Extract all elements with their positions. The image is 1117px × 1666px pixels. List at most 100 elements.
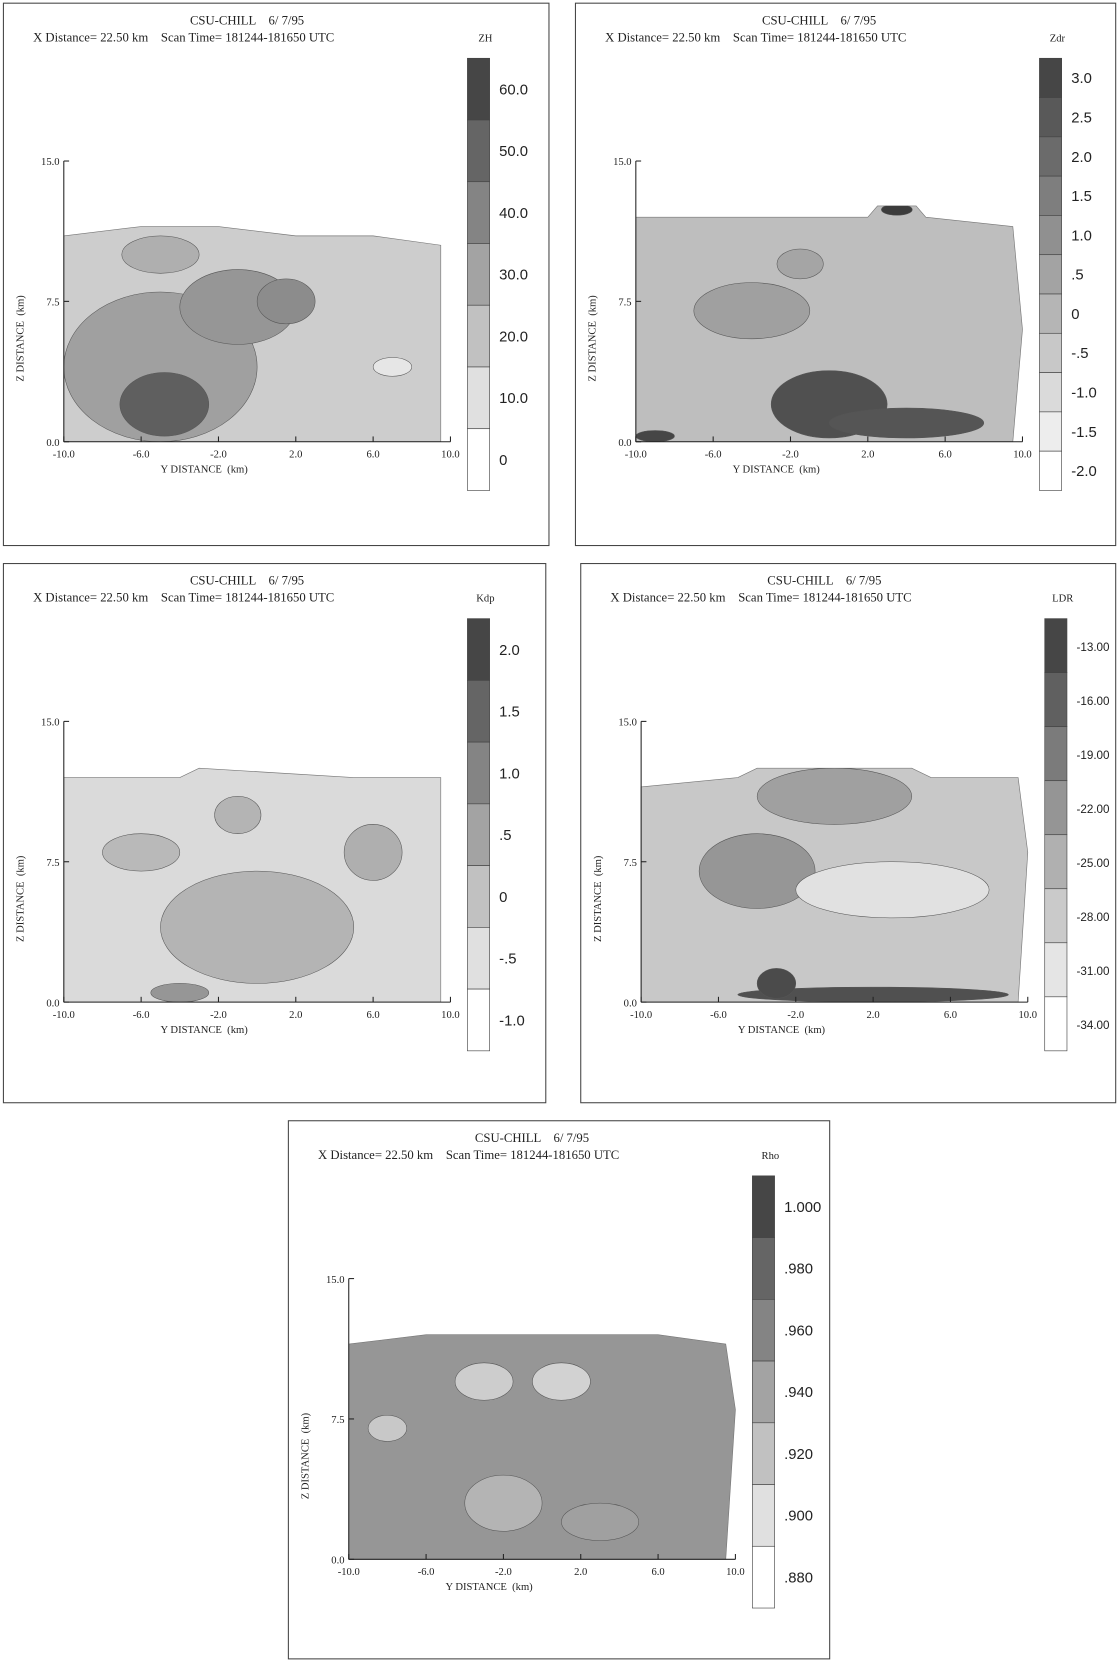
colorbar-segment	[467, 57, 490, 121]
colorbar-tick-label: -.5	[499, 952, 516, 968]
colorbar-tick-label: 0	[1071, 307, 1079, 323]
x-tick-label: -2.0	[787, 1010, 804, 1021]
colorbar-tick-label: 40.0	[499, 206, 528, 222]
colorbar-tick-label: -.5	[1071, 346, 1088, 362]
y-tick-label: 7.5	[46, 298, 59, 309]
echo-feature	[343, 824, 403, 881]
colorbar-tick-label: -1.0	[1071, 386, 1097, 402]
colorbar-tick-label: -13.00	[1077, 641, 1111, 654]
colorbar-tick-label: 30.0	[499, 268, 528, 284]
x-tick-label: 10.0	[441, 1010, 460, 1021]
colorbar-tick-label: 1.000	[784, 1200, 821, 1216]
x-axis-label: Y DISTANCE (km)	[738, 1025, 826, 1036]
x-tick-label: 6.0	[367, 1010, 380, 1021]
colorbar-tick-label: -34.00	[1077, 1019, 1111, 1032]
echo-feature	[454, 1362, 514, 1401]
echo-feature	[150, 983, 210, 1003]
echo-feature	[160, 870, 355, 984]
y-axis-label: Z DISTANCE (km)	[593, 855, 604, 942]
chart-title: CSU-CHILL 6/ 7/95	[762, 13, 876, 27]
panel: CSU-CHILL 6/ 7/95 X Distance= 22.50 km Sc…	[2, 2, 550, 547]
colorbar-segment	[467, 366, 490, 430]
echo-region	[348, 1334, 736, 1560]
colorbar-segment	[1039, 332, 1062, 373]
colorbar-segment	[467, 243, 490, 306]
x-tick-label: 10.0	[441, 450, 460, 461]
chart-subtitle: X Distance= 22.50 km Scan Time= 181244-1…	[605, 30, 906, 44]
colorbar-segment	[1044, 996, 1068, 1052]
y-tick-label: 15.0	[613, 157, 632, 168]
x-tick-label: -6.0	[133, 1010, 150, 1021]
x-tick-label: 6.0	[944, 1010, 957, 1021]
chart-title: CSU-CHILL 6/ 7/95	[767, 574, 881, 588]
y-tick-label: 7.5	[331, 1415, 344, 1426]
y-axis-label: Z DISTANCE (km)	[16, 855, 27, 942]
colorbar-tick-label: .5	[499, 828, 511, 844]
x-tick-label: -2.0	[495, 1567, 512, 1578]
colorbar-tick-label: -16.00	[1077, 695, 1111, 708]
colorbar-tick-label: .920	[784, 1447, 813, 1463]
y-tick-label: 0.0	[618, 438, 631, 449]
colorbar-tick-label: 2.0	[1071, 150, 1092, 166]
colorbar-label: Rho	[762, 1151, 780, 1162]
echo-feature	[693, 282, 811, 340]
colorbar-tick-label: .940	[784, 1385, 813, 1401]
y-tick-label: 0.0	[46, 998, 59, 1009]
colorbar-segment	[1039, 97, 1062, 138]
colorbar-tick-label: -28.00	[1077, 911, 1111, 924]
colorbar-tick-label: -1.5	[1071, 425, 1097, 441]
colorbar-tick-label: .5	[1071, 268, 1083, 284]
echo-features	[102, 795, 403, 1003]
echo-features	[63, 235, 413, 442]
echo-feature	[214, 795, 262, 834]
panel-frame	[287, 1120, 831, 1660]
chart-subtitle: X Distance= 22.50 km Scan Time= 181244-1…	[318, 1148, 619, 1162]
y-axis-label: Z DISTANCE (km)	[301, 1412, 312, 1499]
colorbar-segment	[752, 1299, 775, 1362]
colorbar-tick-label: 2.0	[499, 643, 520, 659]
echo-feature	[635, 430, 675, 442]
colorbar-segment	[1044, 672, 1068, 728]
x-tick-label: 6.0	[367, 450, 380, 461]
colorbar-segment	[467, 428, 490, 491]
colorbar-tick-label: 60.0	[499, 82, 528, 98]
x-tick-label: -10.0	[53, 450, 75, 461]
colorbar-segment	[1044, 834, 1068, 890]
colorbar-segment	[1039, 175, 1062, 216]
colorbar-tick-label: 0	[499, 453, 507, 469]
colorbar-tick-label: 50.0	[499, 144, 528, 160]
x-tick-label: -2.0	[210, 450, 227, 461]
x-tick-label: -10.0	[53, 1010, 75, 1021]
colorbar-tick-label: -2.0	[1071, 464, 1097, 480]
colorbar-tick-label: -19.00	[1077, 749, 1111, 762]
echo-feature	[256, 278, 316, 325]
colorbar-segment	[1039, 411, 1062, 452]
x-tick-label: 10.0	[1013, 450, 1032, 461]
panel-frame	[574, 2, 1117, 547]
echo-feature	[881, 205, 913, 216]
x-tick-label: 2.0	[861, 450, 874, 461]
x-tick-label: -6.0	[133, 450, 150, 461]
x-tick-label: 10.0	[726, 1567, 745, 1578]
y-axis-label: Z DISTANCE (km)	[588, 295, 599, 382]
colorbar-segment	[467, 865, 490, 928]
colorbar-segment	[752, 1484, 775, 1547]
y-tick-label: 7.5	[618, 298, 631, 309]
echo-feature	[367, 1414, 408, 1442]
echo-feature	[532, 1362, 591, 1401]
echo-features	[635, 205, 985, 442]
echo-feature	[372, 357, 413, 377]
echo-feature	[561, 1502, 640, 1541]
colorbar-segment	[1039, 215, 1062, 256]
colorbar-segment	[467, 741, 490, 805]
panel: CSU-CHILL 6/ 7/95 X Distance= 22.50 km Sc…	[580, 563, 1117, 1104]
echo-features	[367, 1362, 640, 1541]
x-tick-label: -10.0	[338, 1567, 360, 1578]
colorbar-label: Zdr	[1050, 33, 1066, 44]
colorbar-tick-label: .880	[784, 1570, 813, 1586]
echo-feature	[119, 372, 210, 437]
x-tick-label: -6.0	[710, 1010, 727, 1021]
chart-subtitle: X Distance= 22.50 km Scan Time= 181244-1…	[610, 591, 911, 605]
y-tick-label: 0.0	[624, 998, 637, 1009]
